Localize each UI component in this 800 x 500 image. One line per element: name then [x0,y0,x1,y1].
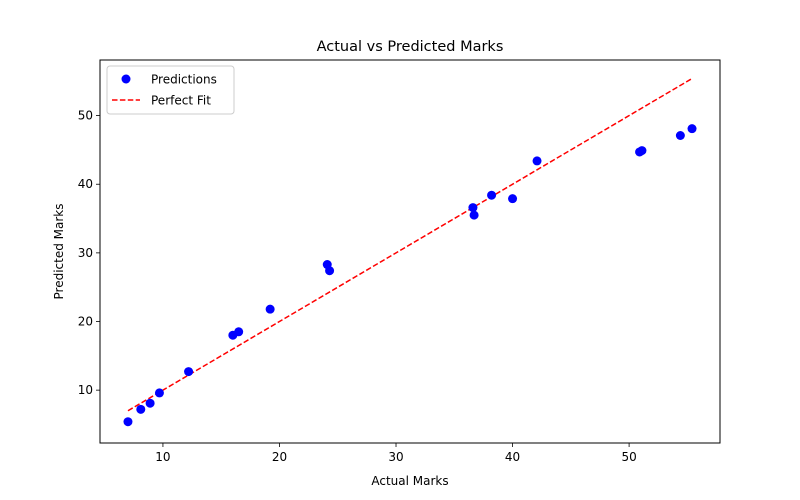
prediction-point [532,156,542,166]
prediction-point [184,367,194,377]
x-tick-label: 20 [272,450,287,464]
prediction-point [145,398,155,408]
legend-predictions-label: Predictions [151,73,217,87]
prediction-point [234,327,244,337]
prediction-point [325,266,335,276]
y-tick-label: 10 [78,383,93,397]
x-axis-label: Actual Marks [371,474,448,488]
chart-title: Actual vs Predicted Marks [317,39,504,55]
prediction-point [468,203,478,213]
y-tick-label: 20 [78,315,93,329]
prediction-point [265,304,275,314]
prediction-point [675,131,685,141]
x-tick-label: 40 [505,450,520,464]
x-tick-label: 10 [155,450,170,464]
perfect-fit-line [127,77,693,412]
legend-predictions-marker [121,74,131,84]
prediction-point [123,417,133,427]
plot-frame [99,59,721,444]
x-tick-label: 30 [388,450,403,464]
prediction-point [469,210,479,220]
prediction-point [508,194,518,204]
x-tick-label: 50 [621,450,636,464]
legend: Predictions Perfect Fit [106,65,235,115]
prediction-point [154,388,164,398]
legend-box [106,65,235,115]
prediction-point [136,404,146,414]
y-tick-label: 50 [78,109,93,123]
y-axis-label: Predicted Marks [52,204,66,300]
plot-area [123,77,697,427]
prediction-point [637,146,647,156]
axis-ticks: 10 20 30 40 50 10 20 30 40 50 [78,109,637,464]
y-tick-label: 30 [78,246,93,260]
y-tick-label: 40 [78,177,93,191]
legend-perfect-fit-label: Perfect Fit [151,94,211,108]
prediction-point [687,124,697,134]
prediction-point [487,190,497,200]
